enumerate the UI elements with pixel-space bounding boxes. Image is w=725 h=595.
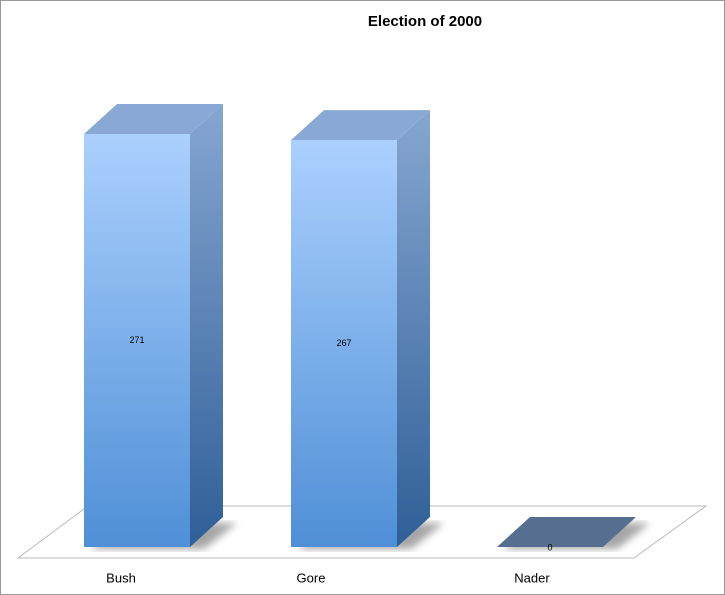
bar-side xyxy=(190,104,223,547)
bar xyxy=(84,134,190,547)
bar-side xyxy=(397,110,430,547)
x-tick-label: Nader xyxy=(514,570,550,585)
bar-top xyxy=(291,110,430,141)
bar xyxy=(291,140,397,547)
chart-title: Election of 2000 xyxy=(368,13,482,30)
bar-top xyxy=(497,517,636,547)
value-label: 267 xyxy=(336,338,351,348)
value-label: 271 xyxy=(129,335,144,345)
x-tick-label: Bush xyxy=(106,570,136,585)
value-label: 0 xyxy=(547,542,552,552)
bar-top xyxy=(84,104,223,134)
x-tick-label: Gore xyxy=(297,570,326,585)
